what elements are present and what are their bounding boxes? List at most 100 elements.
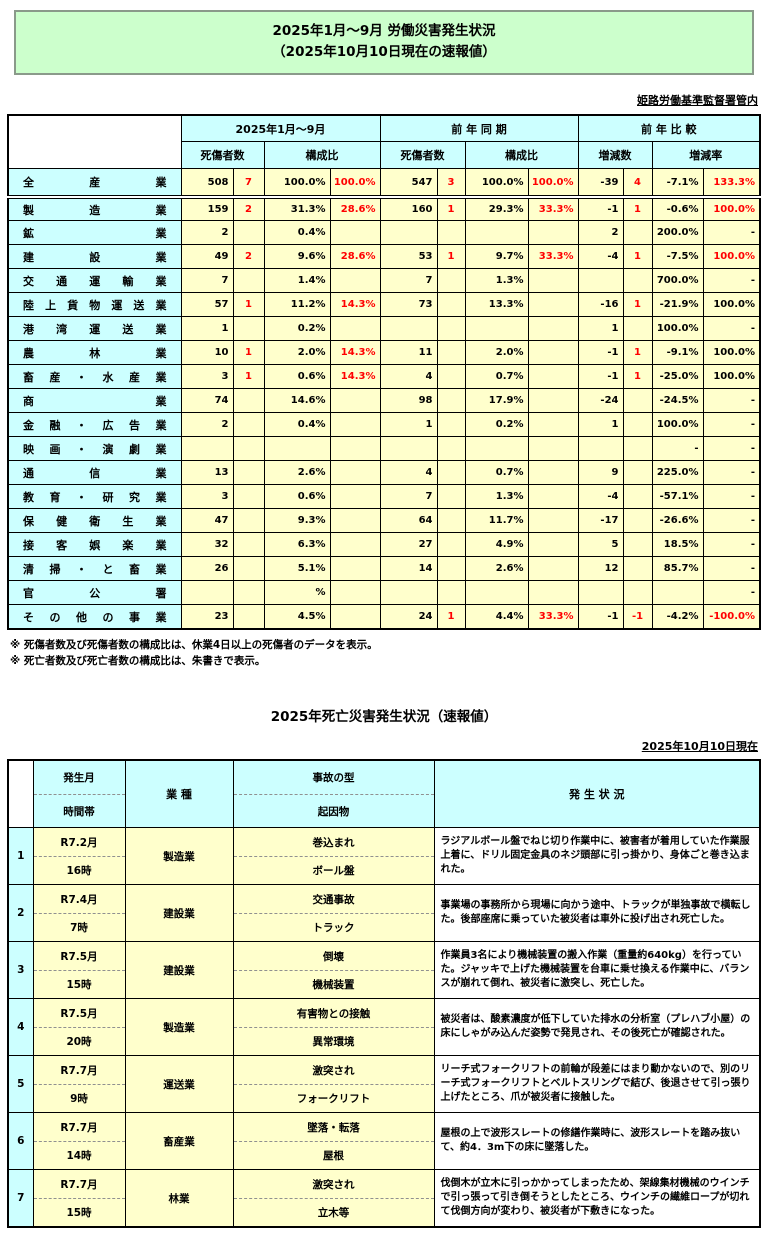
value-cell [379, 220, 438, 246]
value-cell: 57 [180, 292, 234, 318]
causal-agent: 機械装置 [233, 970, 434, 999]
value-cell [527, 532, 579, 558]
value-cell: 0.6% [263, 364, 331, 390]
value-cell [436, 388, 466, 414]
occurrence-month: R7.5月 [33, 999, 125, 1028]
value-cell [527, 556, 579, 582]
value-cell [329, 436, 381, 462]
value-cell: 200.0% [651, 220, 704, 246]
value-cell: 1 [622, 340, 653, 366]
footnote-deaths-red: ※ 死亡者数及び死亡者数の構成比は、朱書きで表示。 [10, 655, 266, 668]
value-cell [527, 220, 579, 246]
value-cell: 7 [180, 268, 234, 294]
value-cell: 4 [379, 364, 438, 390]
value-cell [436, 532, 466, 558]
accident-summary-table: 2025年1月～9月 前 年 同 期 前 年 比 較 死傷者数 構成比 死傷者数… [7, 113, 761, 630]
value-cell [651, 580, 704, 606]
value-cell: 4 [379, 460, 438, 486]
industry-cell: 建設業 [124, 941, 234, 1000]
value-cell: 1 [180, 316, 234, 342]
value-cell [622, 316, 653, 342]
type-agent-cell: 激突され フォークリフト [232, 1055, 435, 1114]
value-cell: -7.1% [651, 168, 704, 199]
value-cell: 2.0% [263, 340, 331, 366]
value-cell [329, 532, 381, 558]
industry-row: 農林業 10 1 2.0% 14.3% 11 2.0% -1 1 -9.1% 100.0% [7, 340, 761, 366]
value-cell: 9.7% [464, 244, 529, 270]
value-cell [622, 532, 653, 558]
value-cell: 32 [180, 532, 234, 558]
industry-label: 建設業 [7, 244, 182, 270]
type-agent-cell: 巻込まれ ボール盤 [232, 827, 435, 886]
value-cell [436, 508, 466, 534]
value-cell [232, 484, 265, 510]
value-cell: 1.4% [263, 268, 331, 294]
value-cell: 9.6% [263, 244, 331, 270]
case-number: 7 [7, 1169, 34, 1228]
subheader-change-count: 増減数 [577, 141, 653, 170]
value-cell [464, 220, 529, 246]
value-cell: -0.6% [651, 196, 704, 222]
value-cell: -16 [577, 292, 624, 318]
value-cell: 100.0% [329, 168, 381, 199]
value-cell: 1 [232, 292, 265, 318]
value-cell [329, 220, 381, 246]
value-cell: 1 [577, 316, 624, 342]
value-cell: 100.0% [263, 168, 331, 199]
month-time-cell: R7.2月 16時 [32, 827, 126, 886]
value-cell: -1 [622, 604, 653, 630]
value-cell: 1 [577, 412, 624, 438]
value-cell: -39 [577, 168, 624, 199]
industry-cell: 製造業 [124, 827, 234, 886]
value-cell: 4.5% [263, 604, 331, 630]
value-cell [232, 556, 265, 582]
industry-cell: 建設業 [124, 884, 234, 943]
case-number: 6 [7, 1112, 34, 1171]
value-cell: 2 [577, 220, 624, 246]
industry-row: その他の事業 23 4.5% 24 1 4.4% 33.3% -1 -1 -4.2% -100.0% [7, 604, 761, 630]
value-cell [622, 508, 653, 534]
occurrence-month: R7.5月 [33, 942, 125, 971]
value-cell: 1 [622, 196, 653, 222]
value-cell [329, 556, 381, 582]
value-cell: - [651, 436, 704, 462]
value-cell: 2 [232, 244, 265, 270]
fatality-row: 6 R7.7月 14時 畜産業 墜落・転落 屋根 屋根の上で波形スレートの修繕作業時に、波形… [7, 1112, 761, 1171]
value-cell: 7 [379, 268, 438, 294]
occurrence-time: 15時 [33, 1198, 125, 1227]
accident-type: 倒壊 [233, 942, 434, 971]
case-number: 5 [7, 1055, 34, 1114]
situation-description: リーチ式フォークリフトの前輪が段差にはまり動かないので、別のリーチ式フォークリフ… [433, 1055, 761, 1114]
value-cell [527, 412, 579, 438]
situation-description: 屋根の上で波形スレートの修繕作業時に、波形スレートを踏み抜いて、約4．3m下の床… [433, 1112, 761, 1171]
value-cell: 508 [180, 168, 234, 199]
month-time-cell: R7.7月 14時 [32, 1112, 126, 1171]
industry-row: 通信業 13 2.6% 4 0.7% 9 225.0% - [7, 460, 761, 486]
fatality-table-body: 1 R7.2月 16時 製造業 巻込まれ ボール盤 ラジアルボール盤でねじ切り作業中に、被害… [7, 827, 761, 1228]
value-cell: 1 [622, 244, 653, 270]
value-cell [464, 580, 529, 606]
value-cell [232, 508, 265, 534]
value-cell [527, 268, 579, 294]
occurrence-month: R7.2月 [33, 828, 125, 857]
value-cell: 64 [379, 508, 438, 534]
header-month: 発生月 [63, 772, 95, 785]
value-cell: 5.1% [263, 556, 331, 582]
value-cell: 14 [379, 556, 438, 582]
value-cell: 1 [379, 412, 438, 438]
col-group-comparison: 前 年 比 較 [577, 114, 761, 143]
value-cell [527, 460, 579, 486]
value-cell: 0.6% [263, 484, 331, 510]
value-cell: 53 [379, 244, 438, 270]
subheader-composition-current: 構成比 [263, 141, 381, 170]
header-accident-type: 事故の型 [312, 772, 355, 785]
value-cell: 11 [379, 340, 438, 366]
fatality-row: 7 R7.7月 15時 林業 激突され 立木等 伐倒木が立木に引っかかってしまったため、架線… [7, 1169, 761, 1228]
report-title-line1: 2025年1月～9月 労働災害発生状況 [272, 23, 496, 39]
value-cell [232, 436, 265, 462]
industry-row: 建設業 49 2 9.6% 28.6% 53 1 9.7% 33.3% -4 1 -7.5% 100.0… [7, 244, 761, 270]
value-cell: 28.6% [329, 244, 381, 270]
industry-label: その他の事業 [7, 604, 182, 630]
value-cell: -17 [577, 508, 624, 534]
value-cell: 14.3% [329, 340, 381, 366]
